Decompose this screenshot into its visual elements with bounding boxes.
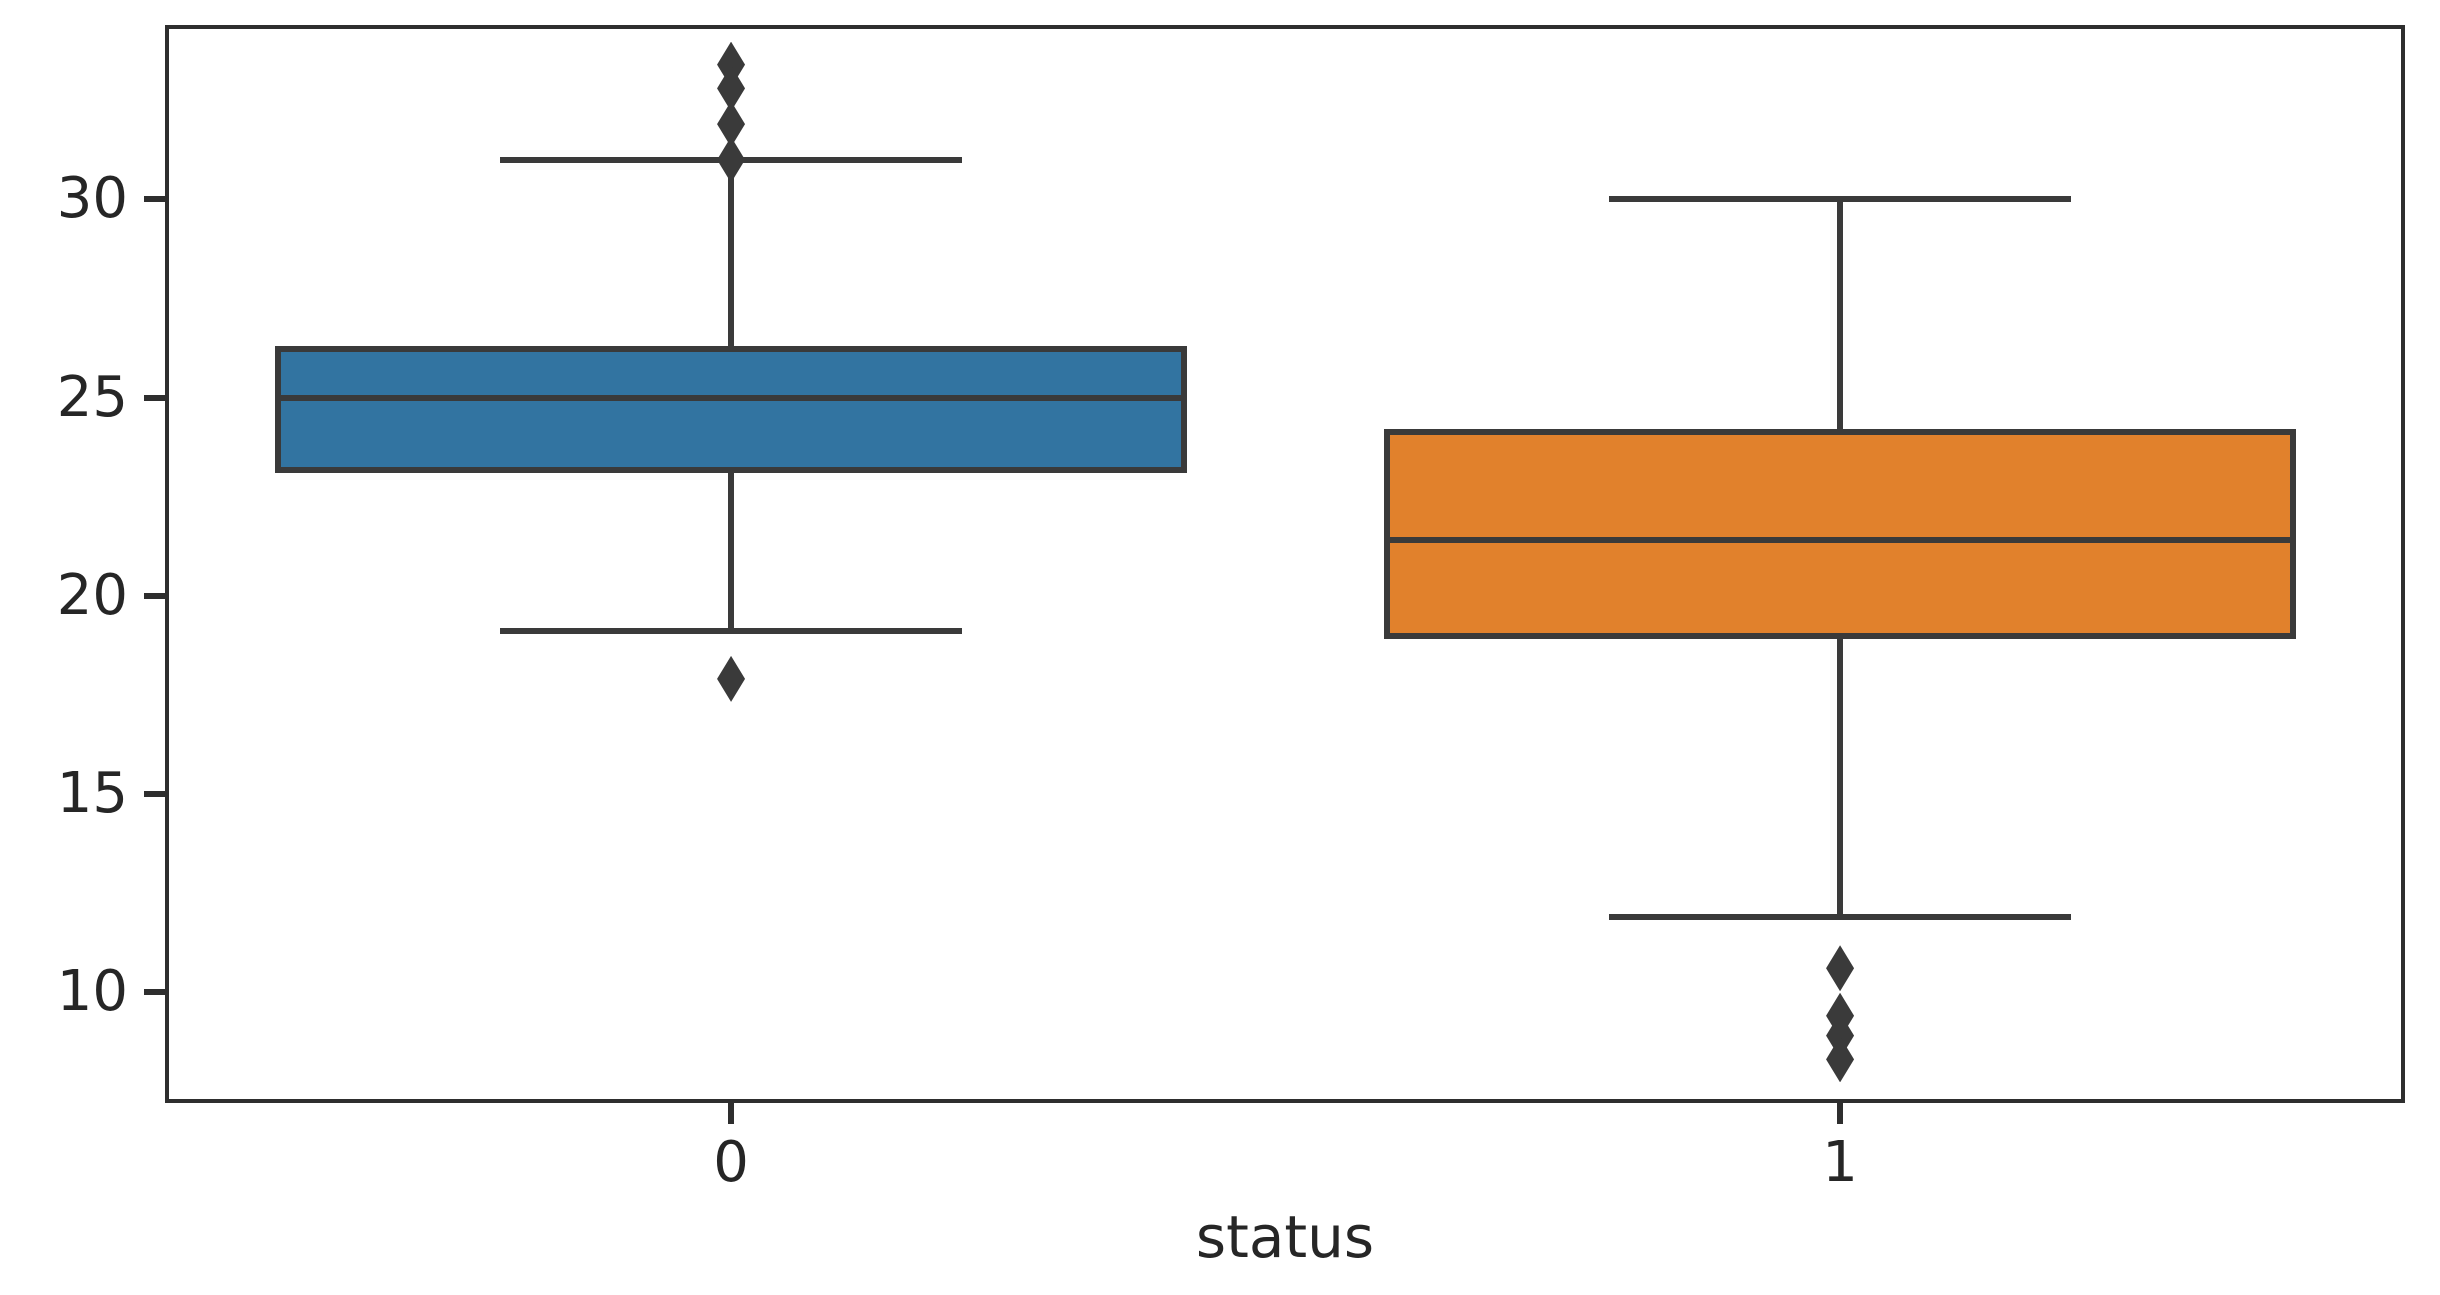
y-tick-label: 25 bbox=[56, 364, 128, 430]
lower-whisker bbox=[728, 472, 735, 632]
y-tick-mark bbox=[144, 196, 165, 203]
y-tick-mark bbox=[144, 592, 165, 599]
y-tick-label: 15 bbox=[56, 760, 128, 826]
y-tick-label: 30 bbox=[56, 166, 128, 232]
upper-whisker bbox=[728, 159, 735, 347]
box-1 bbox=[1384, 429, 2296, 640]
upper-whisker bbox=[1837, 199, 1844, 430]
lower-whisker-cap bbox=[1609, 913, 2071, 920]
y-tick-mark bbox=[144, 790, 165, 797]
y-tick-label: 10 bbox=[56, 959, 128, 1025]
x-tick-mark bbox=[728, 1103, 735, 1124]
x-axis-label: status bbox=[1195, 1203, 1375, 1271]
y-tick-label: 20 bbox=[56, 562, 128, 628]
y-tick-mark bbox=[144, 394, 165, 401]
upper-whisker-cap bbox=[1609, 196, 2071, 203]
lower-whisker-cap bbox=[500, 628, 962, 635]
median-line bbox=[1384, 537, 2296, 544]
median-line bbox=[275, 394, 1187, 401]
lower-whisker bbox=[1837, 639, 1844, 917]
box-0 bbox=[275, 346, 1187, 473]
y-tick-mark bbox=[144, 989, 165, 996]
x-tick-mark bbox=[1837, 1103, 1844, 1124]
x-tick-label: 1 bbox=[1822, 1130, 1858, 1195]
x-tick-label: 0 bbox=[713, 1130, 749, 1195]
